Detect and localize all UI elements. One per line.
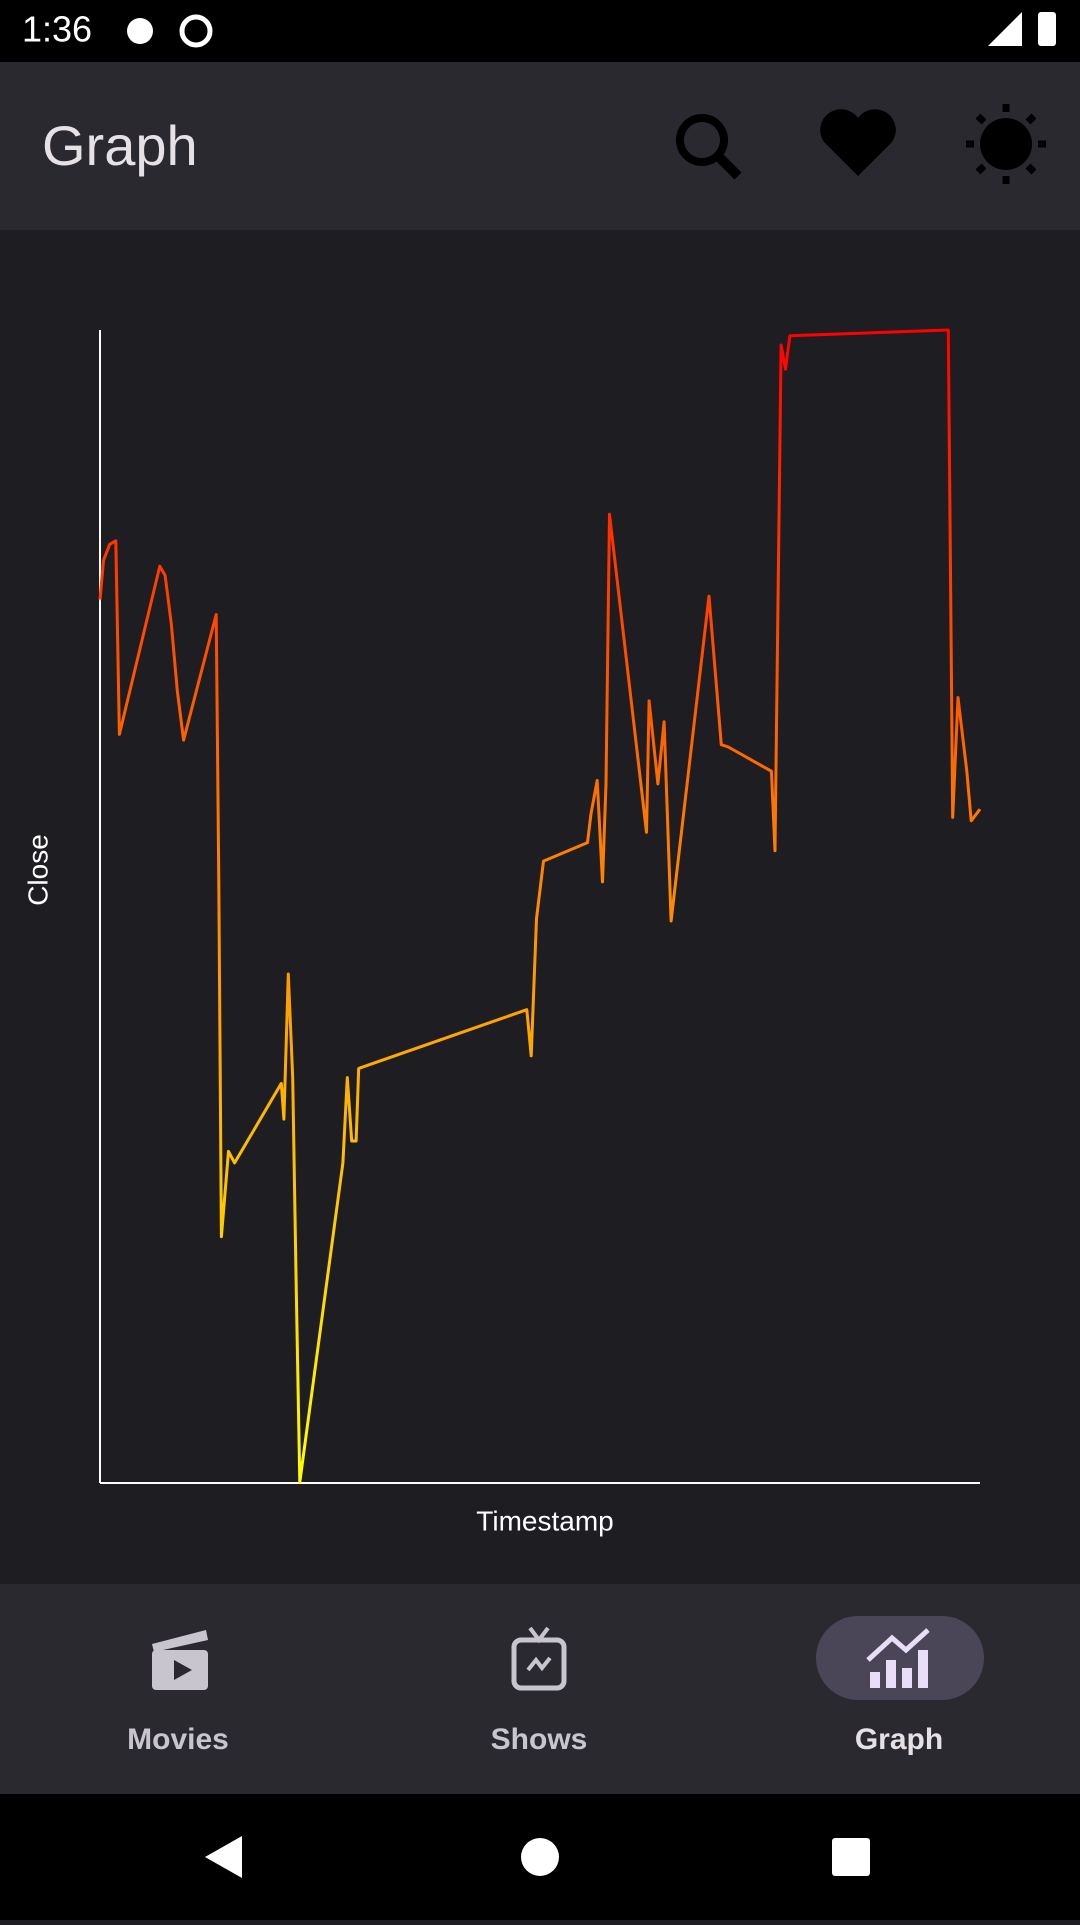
search-button[interactable] [676,114,742,180]
nav-label: Graph [855,1723,943,1756]
favorite-button[interactable] [820,109,896,176]
app-title: Graph [42,114,198,177]
movies-tab[interactable]: Movies [127,1630,229,1756]
graph-tab[interactable]: Graph [816,1616,984,1756]
home-button[interactable] [521,1838,559,1876]
status-bar [0,0,1080,62]
chart: Close Timestamp [22,328,982,1536]
status-time: 1:36 [22,9,92,50]
recents-button[interactable] [832,1838,870,1876]
data-line [98,328,982,1484]
app-bar [0,62,1080,230]
signal-icon [988,12,1022,46]
status-icon [179,14,213,48]
theme-button[interactable] [966,104,1046,184]
battery-icon [1038,12,1056,46]
y-axis-label: Close [22,834,53,906]
shows-tab[interactable]: Shows [491,1626,588,1756]
nav-label: Shows [491,1723,588,1756]
back-button[interactable] [205,1836,242,1878]
nav-label: Movies [127,1723,229,1756]
x-axis-label: Timestamp [476,1505,613,1536]
settings-icon [127,18,153,44]
